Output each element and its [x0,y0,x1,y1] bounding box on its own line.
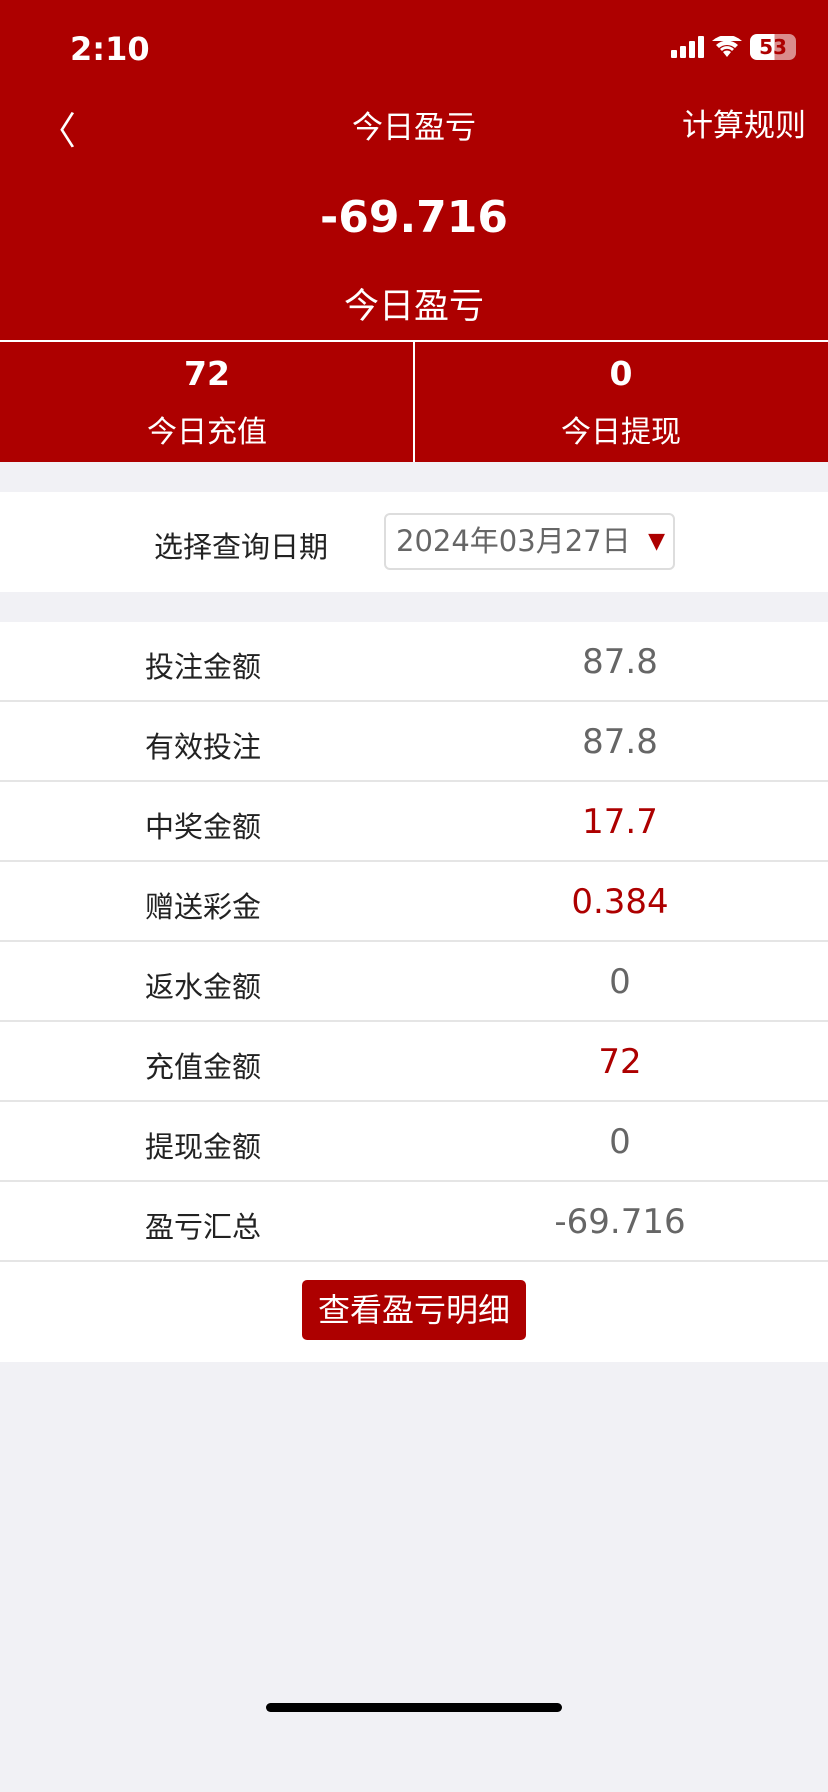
list-row: 投注金额 87.8 [0,622,828,702]
row-label: 充值金额 [145,1050,262,1084]
today-profit-value: -69.716 [319,192,509,243]
row-value: -69.716 [554,1202,686,1242]
row-label: 提现金额 [145,1130,262,1164]
calculation-rules-button[interactable]: 计算规则 [682,108,806,144]
home-indicator [266,1703,562,1712]
row-label: 赠送彩金 [145,890,262,924]
row-label: 盈亏汇总 [145,1210,262,1244]
stat-value: 72 [184,354,230,393]
row-value: 17.7 [582,802,658,842]
list-row: 盈亏汇总 -69.716 [0,1182,828,1262]
date-label: 选择查询日期 [154,530,329,564]
page-title: 今日盈亏 [352,110,476,146]
date-value: 2024年03月27日 [396,524,631,558]
date-select[interactable]: 2024年03月27日 ▼ [384,513,675,570]
row-value: 0 [609,1122,631,1162]
stat-label: 今日充值 [147,415,267,450]
signal-icon [671,36,704,58]
list-row: 返水金额 0 [0,942,828,1022]
status-time: 2:10 [70,30,150,68]
divider [0,340,828,342]
date-row: 选择查询日期 2024年03月27日 ▼ [0,492,828,592]
battery-icon: 53 [750,34,796,60]
divider [413,342,415,462]
row-label: 投注金额 [145,650,262,684]
stat-recharge: 72 今日充值 [0,342,414,462]
summary-list: 投注金额 87.8 有效投注 87.8 中奖金额 17.7 赠送彩金 0.384 返水金额 0 充值… [0,622,828,1362]
list-row: 赠送彩金 0.384 [0,862,828,942]
list-row: 充值金额 72 [0,1022,828,1102]
stat-withdraw: 0 今日提现 [414,342,828,462]
back-button[interactable]: 〈 [38,109,77,153]
dropdown-arrow-icon: ▼ [648,529,665,554]
row-label: 中奖金额 [145,810,262,844]
list-row: 中奖金额 17.7 [0,782,828,862]
row-label: 有效投注 [145,730,262,764]
stat-label: 今日提现 [561,415,681,450]
row-label: 返水金额 [145,970,262,1004]
stat-value: 0 [609,354,633,393]
wifi-icon [712,36,742,57]
row-value: 72 [598,1042,642,1082]
today-profit-label: 今日盈亏 [343,287,484,327]
status-icons: 53 [671,34,796,60]
row-value: 87.8 [582,642,658,682]
view-details-button[interactable]: 查看盈亏明细 [302,1280,526,1340]
row-value: 0 [609,962,631,1002]
list-row: 有效投注 87.8 [0,702,828,782]
row-value: 87.8 [582,722,658,762]
header: 2:10 53 〈 今日盈亏 计算规则 -69.716 今日盈亏 72 今日充值… [0,0,828,462]
button-row: 查看盈亏明细 [0,1262,828,1362]
row-value: 0.384 [571,882,669,922]
list-row: 提现金额 0 [0,1102,828,1182]
